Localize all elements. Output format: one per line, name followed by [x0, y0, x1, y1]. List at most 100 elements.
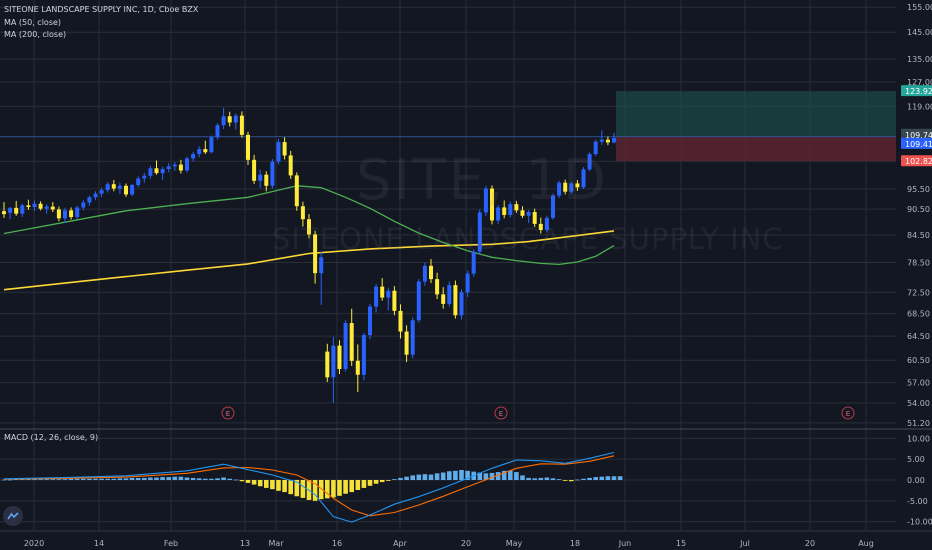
candle — [599, 130, 604, 145]
candle — [343, 320, 348, 372]
candle — [386, 287, 391, 311]
candle-body — [63, 210, 67, 219]
candle — [270, 159, 275, 189]
candle — [75, 205, 80, 220]
y-tick-label: 64.50 — [907, 332, 930, 341]
macd-histogram-bar — [233, 479, 239, 481]
macd-signal-line — [3, 455, 615, 517]
ma50-legend[interactable]: MA (50, close) — [4, 18, 62, 27]
chart-title[interactable]: SITEONE LANDSCAPE SUPPLY INC, 1D, Cboe B… — [4, 5, 199, 14]
earnings-marker-icon — [494, 406, 508, 420]
macd-histogram-bar — [331, 480, 336, 498]
macd-histogram-bar — [294, 480, 300, 497]
candle — [453, 280, 458, 319]
candle-body — [32, 203, 37, 208]
candle-body — [496, 207, 501, 221]
price-label-badge — [901, 85, 932, 97]
candle — [313, 230, 318, 284]
candle-body — [209, 137, 214, 153]
candle — [130, 183, 135, 197]
macd-histogram-bar — [264, 480, 269, 488]
price-label-value: 109.74 — [905, 131, 932, 140]
candle-body — [44, 206, 49, 209]
candle-body — [69, 210, 74, 218]
x-tick-label: 16 — [332, 539, 342, 548]
macd-histogram-bar — [361, 480, 367, 488]
macd-histogram-bar — [117, 478, 123, 480]
y-tick-label: 135.00 — [907, 55, 932, 64]
candle-body — [502, 207, 507, 215]
candle-body — [435, 279, 440, 295]
candle — [197, 146, 202, 158]
macd-histogram-bar — [410, 475, 415, 480]
candle — [166, 163, 171, 173]
candle — [490, 185, 494, 225]
macd-histogram-bar — [99, 478, 104, 480]
company-watermark: SITEONE LANDSCAPE SUPPLY INC — [272, 222, 784, 256]
candle-body — [398, 310, 403, 332]
macd-histogram-bar — [520, 475, 525, 480]
candle — [526, 209, 531, 224]
candle-body — [526, 212, 531, 216]
macd-histogram-bar — [203, 478, 208, 480]
tradingview-logo-icon[interactable] — [3, 506, 23, 526]
macd-histogram-bar — [318, 480, 324, 500]
macd-histogram-bar — [74, 478, 80, 480]
candle — [93, 191, 98, 201]
candle — [483, 185, 488, 217]
macd-histogram-bar — [398, 477, 403, 480]
candle — [374, 284, 379, 313]
macd-histogram-bar — [599, 476, 605, 480]
candle-body — [227, 116, 232, 123]
candle-body — [270, 161, 275, 186]
candle — [8, 207, 13, 220]
macd-histogram-bar — [209, 478, 214, 480]
macd-histogram-bar — [440, 472, 446, 480]
candle-body — [111, 184, 116, 189]
macd-histogram-bar — [569, 480, 574, 482]
macd-histogram-bar — [270, 480, 275, 490]
macd-histogram-bar — [56, 479, 62, 480]
macd-histogram-bar — [373, 480, 379, 484]
macd-histogram-bar — [459, 470, 464, 480]
candle — [63, 207, 67, 224]
x-tick-label: 18 — [570, 539, 580, 548]
candle — [44, 204, 49, 214]
candle-body — [331, 345, 336, 378]
candle — [105, 181, 110, 193]
candle — [538, 217, 543, 234]
x-tick-label: May — [506, 539, 523, 548]
candle-body — [136, 178, 141, 186]
macd-histogram-bar — [617, 476, 623, 480]
candle — [209, 135, 214, 154]
macd-histogram-bar — [501, 470, 507, 480]
candle — [349, 308, 354, 366]
candle — [221, 107, 226, 130]
macd-histogram-bar — [105, 478, 110, 480]
ma200-legend[interactable]: MA (200, close) — [4, 30, 67, 39]
candle-body — [581, 169, 586, 188]
macd-histogram-bar — [544, 477, 550, 480]
candle — [404, 325, 409, 363]
candle-body — [191, 154, 196, 159]
candle — [380, 278, 385, 301]
macd-histogram-bar — [325, 480, 330, 499]
candle — [264, 171, 269, 192]
candle — [392, 286, 397, 316]
candle-body — [221, 116, 226, 126]
candle — [172, 162, 177, 171]
candle-body — [361, 335, 366, 375]
macd-histogram-bar — [349, 480, 354, 493]
candle-body — [380, 286, 385, 298]
candle-body — [605, 139, 610, 143]
candle-body — [160, 169, 165, 174]
candle — [612, 132, 616, 144]
macd-legend[interactable]: MACD (12, 26, close, 9) — [4, 433, 99, 442]
candle-body — [490, 188, 494, 221]
candle — [99, 187, 104, 198]
x-tick-label: 15 — [676, 539, 686, 548]
macd-histogram-bar — [550, 478, 556, 480]
candle — [300, 201, 305, 227]
candle — [508, 201, 513, 218]
